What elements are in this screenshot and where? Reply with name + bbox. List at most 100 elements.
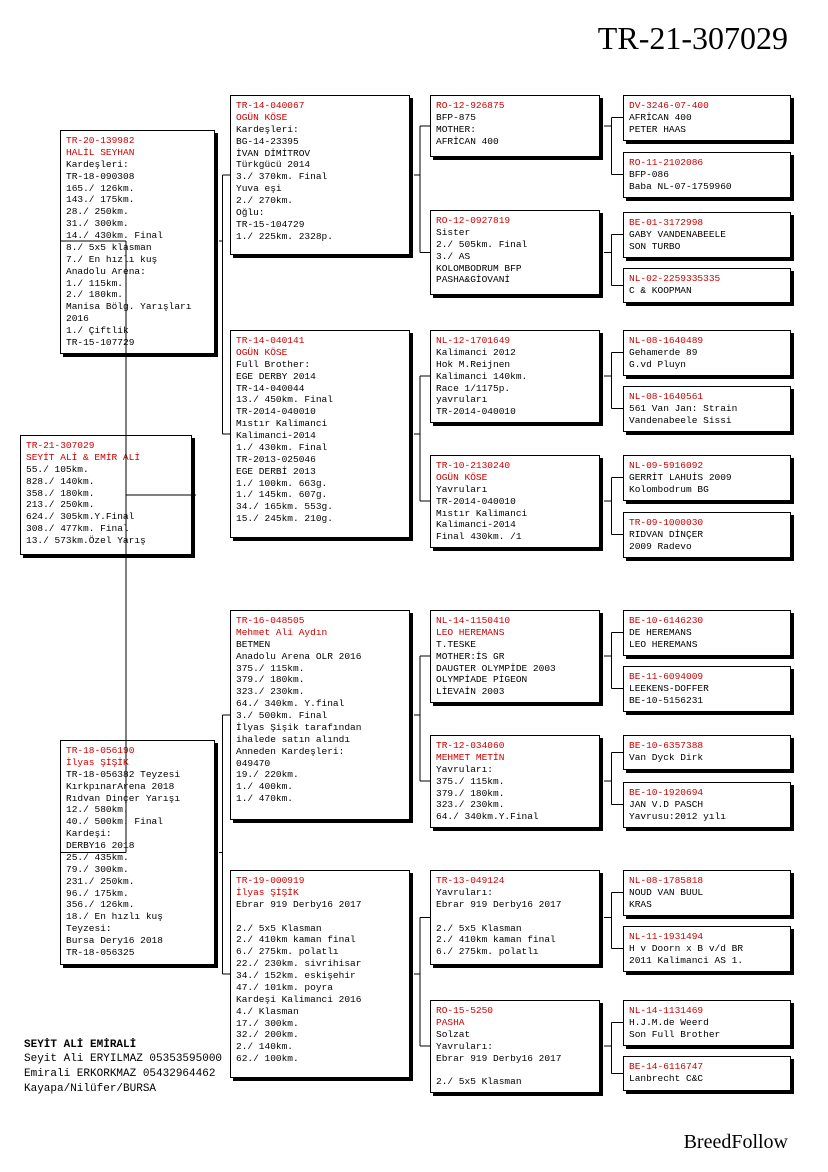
pigeon-name: HALİL SEYHAN: [66, 147, 209, 159]
pedigree-box: RO-11-2102086BFP-086 Baba NL-07-1759960: [623, 152, 791, 198]
pigeon-name: İlyas ŞİŞİK: [236, 887, 404, 899]
ring-number: NL-09-5916092: [629, 460, 785, 472]
pigeon-details: BFP-086 Baba NL-07-1759960: [629, 169, 785, 193]
ring-number: TR-19-000919: [236, 875, 404, 887]
pigeon-details: BFP-875 MOTHER: AFRİCAN 400: [436, 112, 594, 148]
ring-number: TR-21-307029: [26, 440, 186, 452]
ring-number: NL-14-1131469: [629, 1005, 785, 1017]
ring-number: TR-13-049124: [436, 875, 594, 887]
pigeon-details: 561 Van Jan: Strain Vandenabeele Sissi: [629, 403, 785, 427]
pigeon-details: H v Doorn x B v/d BR 2011 Kalimanci AS 1…: [629, 943, 785, 967]
pigeon-details: Sister 2./ 505km. Final 3./ AS KOLOMBODR…: [436, 227, 594, 286]
ring-number: NL-11-1931494: [629, 931, 785, 943]
pigeon-details: JAN V.D PASCH Yavrusu:2012 yılı: [629, 799, 785, 823]
pedigree-box: NL-08-1640489Gehamerde 89 G.vd Pluyn: [623, 330, 791, 376]
ring-number: TR-10-2130240: [436, 460, 594, 472]
pedigree-box: TR-13-049124Yavruları: Ebrar 919 Derby16…: [430, 870, 600, 965]
pedigree-box: NL-02-2259335335C & KOOPMAN: [623, 268, 791, 303]
pedigree-box: TR-20-139982HALİL SEYHANKardeşleri: TR-1…: [60, 130, 215, 354]
ring-number: TR-12-034060: [436, 740, 594, 752]
ring-number: NL-14-1150410: [436, 615, 594, 627]
pedigree-box: TR-16-048505Mehmet Ali AydınBETMEN Anado…: [230, 610, 410, 820]
pigeon-details: AFRİCAN 400 PETER HAAS: [629, 112, 785, 136]
ring-number: NL-08-1640489: [629, 335, 785, 347]
pigeon-details: Kalimanci 2012 Hok M.Reijnen Kalimanci 1…: [436, 347, 594, 418]
pedigree-box: NL-09-5916092GERRİT LAHUİS 2009 Kolombod…: [623, 455, 791, 501]
pigeon-name: OGÜN KÖSE: [236, 112, 404, 124]
pigeon-name: Mehmet Ali Aydın: [236, 627, 404, 639]
pigeon-details: H.J.M.de Weerd Son Full Brother: [629, 1017, 785, 1041]
ring-number: DV-3246-07-400: [629, 100, 785, 112]
ring-number: TR-16-048505: [236, 615, 404, 627]
pedigree-box: RO-12-0927819Sister 2./ 505km. Final 3./…: [430, 210, 600, 295]
pigeon-details: Kardeşleri: TR-18-090308 165./ 126km. 14…: [66, 159, 209, 349]
pigeon-details: Lanbrecht C&C: [629, 1073, 785, 1085]
pigeon-details: T.TESKE MOTHER:İS GR DAUGTER OLYMPİDE 20…: [436, 639, 594, 698]
pigeon-details: Van Dyck Dirk: [629, 752, 785, 764]
pigeon-details: GABY VANDENABEELE SON TURBO: [629, 229, 785, 253]
pigeon-name: OGÜN KÖSE: [236, 347, 404, 359]
ring-number: RO-15-5250: [436, 1005, 594, 1017]
pedigree-box: RO-15-5250PASHASolzat Yavruları: Ebrar 9…: [430, 1000, 600, 1093]
ring-number: BE-10-1920694: [629, 787, 785, 799]
pedigree-box: NL-14-1150410LEO HEREMANST.TESKE MOTHER:…: [430, 610, 600, 703]
pigeon-details: 55./ 105km. 828./ 140km. 358./ 180km. 21…: [26, 464, 186, 547]
pedigree-box: BE-14-6116747Lanbrecht C&C: [623, 1056, 791, 1091]
ring-number: TR-14-040067: [236, 100, 404, 112]
ring-number: BE-10-6146230: [629, 615, 785, 627]
pigeon-details: Gehamerde 89 G.vd Pluyn: [629, 347, 785, 371]
pigeon-details: GERRİT LAHUİS 2009 Kolombodrum BG: [629, 472, 785, 496]
ring-number: NL-08-1640561: [629, 391, 785, 403]
pedigree-box: TR-14-040141OGÜN KÖSEFull Brother: EGE D…: [230, 330, 410, 538]
ring-number: NL-08-1785818: [629, 875, 785, 887]
ring-number: BE-11-6094009: [629, 671, 785, 683]
pedigree-box: NL-08-1640561561 Van Jan: Strain Vandena…: [623, 386, 791, 432]
ring-number: BE-01-3172998: [629, 217, 785, 229]
pedigree-box: BE-11-6094009LEEKENS-DOFFER BE-10-515623…: [623, 666, 791, 712]
pigeon-name: OGÜN KÖSE: [436, 472, 594, 484]
pigeon-details: RIDVAN DİNÇER 2009 Radevo: [629, 529, 785, 553]
pedigree-box: RO-12-926875BFP-875 MOTHER: AFRİCAN 400: [430, 95, 600, 157]
pedigree-box: TR-21-307029SEYİT ALİ & EMİR ALİ 55./ 10…: [20, 435, 192, 555]
pigeon-name: MEHMET METİN: [436, 752, 594, 764]
pedigree-box: TR-09-1000030RIDVAN DİNÇER 2009 Radevo: [623, 512, 791, 558]
brand-label: BreedFollow: [684, 1131, 788, 1154]
pedigree-box: TR-19-000919İlyas ŞİŞİKEbrar 919 Derby16…: [230, 870, 410, 1078]
ring-number: NL-02-2259335335: [629, 273, 785, 285]
pedigree-box: NL-12-1701649Kalimanci 2012 Hok M.Reijne…: [430, 330, 600, 423]
pigeon-details: TR-18-056382 Teyzesi KırkpınarArena 2018…: [66, 769, 209, 959]
pedigree-box: TR-12-034060MEHMET METİNYavruları: 375./…: [430, 735, 600, 828]
owner-block: SEYİT ALİ EMİRALİ Seyit Ali ERYILMAZ 053…: [24, 1038, 222, 1097]
page-title: TR-21-307029: [598, 20, 788, 57]
pedigree-box: TR-14-040067OGÜN KÖSEKardeşleri: BG-14-2…: [230, 95, 410, 255]
pedigree-box: NL-14-1131469H.J.M.de Weerd Son Full Bro…: [623, 1000, 791, 1046]
pigeon-details: Ebrar 919 Derby16 2017 2./ 5x5 Klasman 2…: [236, 899, 404, 1065]
ring-number: RO-11-2102086: [629, 157, 785, 169]
ring-number: TR-20-139982: [66, 135, 209, 147]
pigeon-name: PASHA: [436, 1017, 594, 1029]
pedigree-box: NL-11-1931494H v Doorn x B v/d BR 2011 K…: [623, 926, 791, 972]
pigeon-details: BETMEN Anadolu Arena OLR 2016 375./ 115k…: [236, 639, 404, 805]
pedigree-box: BE-01-3172998GABY VANDENABEELE SON TURBO: [623, 212, 791, 258]
owner-title: SEYİT ALİ EMİRALİ: [24, 1038, 222, 1053]
ring-number: RO-12-0927819: [436, 215, 594, 227]
pigeon-details: Solzat Yavruları: Ebrar 919 Derby16 2017…: [436, 1029, 594, 1088]
ring-number: BE-14-6116747: [629, 1061, 785, 1073]
owner-line: Emirali ERKORKMAZ 05432964462: [24, 1067, 222, 1082]
pigeon-details: C & KOOPMAN: [629, 285, 785, 297]
pigeon-details: Full Brother: EGE DERBY 2014 TR-14-04004…: [236, 359, 404, 525]
ring-number: TR-14-040141: [236, 335, 404, 347]
pedigree-box: TR-10-2130240OGÜN KÖSEYavruları TR-2014-…: [430, 455, 600, 548]
pigeon-details: DE HEREMANS LEO HEREMANS: [629, 627, 785, 651]
pigeon-details: LEEKENS-DOFFER BE-10-5156231: [629, 683, 785, 707]
owner-line: Kayapa/Nilüfer/BURSA: [24, 1082, 222, 1097]
pigeon-name: LEO HEREMANS: [436, 627, 594, 639]
pigeon-details: NOUD VAN BUUL KRAS: [629, 887, 785, 911]
pigeon-name: SEYİT ALİ & EMİR ALİ: [26, 452, 186, 464]
pigeon-details: Yavruları: Ebrar 919 Derby16 2017 2./ 5x…: [436, 887, 594, 958]
pigeon-details: Yavruları: 375./ 115km. 379./ 180km. 323…: [436, 764, 594, 823]
ring-number: NL-12-1701649: [436, 335, 594, 347]
pigeon-details: Yavruları TR-2014-040010 Mıstır Kalimanc…: [436, 484, 594, 543]
pedigree-box: TR-18-056190İlyas ŞİŞİKTR-18-056382 Teyz…: [60, 740, 215, 965]
ring-number: BE-10-6357388: [629, 740, 785, 752]
